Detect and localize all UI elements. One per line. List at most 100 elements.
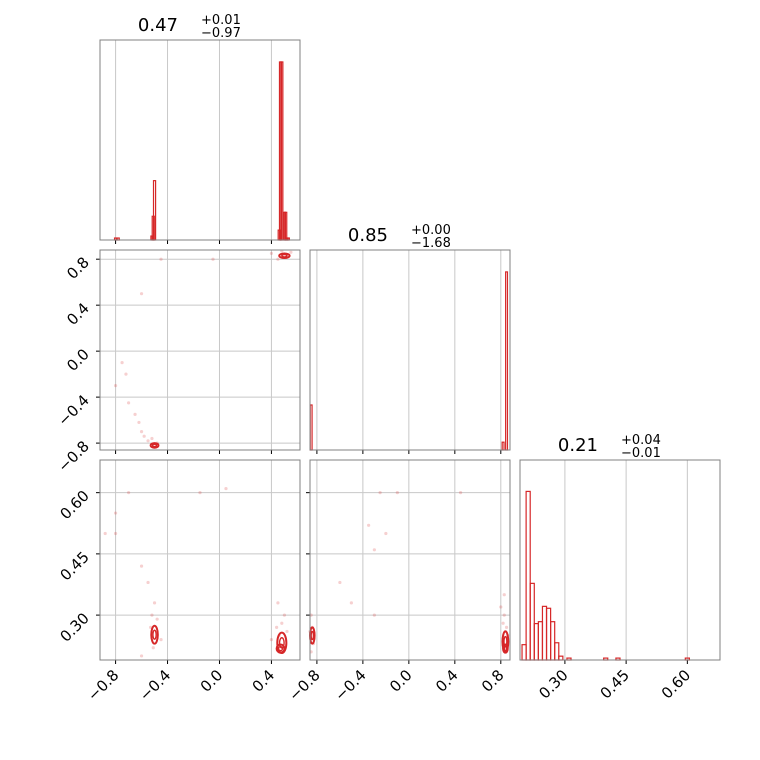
- scatter-point-2-5: [372, 548, 376, 552]
- scatter-point-1-11: [139, 654, 144, 658]
- title-param-0-minus: −0.97: [201, 26, 241, 41]
- diagonal-titles: 0.47 +0.01 −0.97 0.85 +0.00 −1.68 0.21 +…: [138, 13, 661, 461]
- scatter-point-0-7: [159, 257, 163, 261]
- x-tick-label-0-3: 0.4: [249, 666, 279, 696]
- scatter-point-2-4: [349, 601, 353, 605]
- scatter-point-0-10: [269, 251, 274, 256]
- y-tick-label-2-0: 0.30: [56, 609, 92, 645]
- contour-inner-4: [277, 645, 284, 652]
- x-tick-label-1-4: 0.8: [478, 666, 508, 696]
- hist-bar-2-3: [533, 622, 539, 661]
- y-tick-label-1-1: −0.4: [54, 391, 92, 429]
- hist-panel-0: [99, 39, 301, 241]
- scatter-point-1-10: [198, 491, 202, 495]
- hist-bar-2-2: [529, 582, 535, 661]
- hist-panel-1: [309, 249, 511, 451]
- hist-bar-2-9: [558, 655, 564, 661]
- contour-7: [502, 643, 509, 654]
- scatter-point-1-0: [113, 511, 118, 515]
- scatter-point-0-1: [124, 372, 128, 376]
- scatter-point-2-7: [367, 523, 371, 527]
- scatter-point-0-9: [139, 292, 144, 296]
- scatter-point-0-14: [150, 436, 154, 441]
- y-tick-label-2-2: 0.60: [56, 487, 92, 523]
- scatter-point-1-5: [152, 601, 157, 605]
- x-tick-label-2-2: 0.60: [658, 666, 694, 702]
- x-tick-label-2-1: 0.45: [597, 666, 633, 702]
- x-tick-label-1-2: 0.0: [386, 666, 416, 696]
- scatter-point-0-0: [126, 401, 131, 405]
- hist-bar-2-0: [521, 644, 527, 661]
- contour-inner-2: [152, 629, 157, 640]
- scatter-point-1-12: [103, 531, 107, 536]
- scatter-point-0-3: [133, 412, 137, 416]
- scatter-point-0-8: [211, 257, 215, 261]
- scatter-point-1-16: [282, 613, 287, 617]
- y-tick-label-2-1: 0.45: [56, 548, 92, 584]
- title-param-0-value: 0.47: [138, 15, 178, 36]
- y-tick-label-1-3: 0.4: [63, 299, 93, 329]
- hist-bar-2-6: [545, 607, 552, 661]
- scatter-point-1-4: [146, 580, 150, 585]
- scatter-point-2-17: [499, 605, 503, 609]
- title-param-0-plus: +0.01: [201, 13, 241, 28]
- scatter-point-1-21: [269, 637, 274, 642]
- scatter-panel-0-2: [99, 459, 301, 661]
- scatter-point-0-12: [289, 250, 293, 254]
- scatter-point-1-19: [275, 625, 279, 629]
- y-tick-label-1-2: 0.0: [63, 345, 93, 375]
- scatter-point-1-18: [285, 629, 289, 634]
- scatter-point-1-2: [113, 531, 118, 536]
- contour-inner-7: [503, 645, 508, 652]
- contour-inner-5: [310, 630, 315, 641]
- contour-inner-1: [281, 253, 288, 258]
- title-param-1-value: 0.85: [348, 225, 388, 246]
- scatter-point-1-13: [159, 637, 163, 642]
- y-tick-label-1-4: 0.8: [63, 253, 93, 283]
- hist-panel-2: [519, 459, 721, 661]
- scatter-point-2-9: [458, 491, 463, 495]
- title-param-2-value: 0.21: [558, 435, 598, 456]
- scatter-point-0-17: [137, 420, 141, 425]
- x-tick-label-1-0: −0.8: [285, 666, 323, 704]
- scatter-point-0-11: [276, 257, 280, 261]
- scatter-point-0-6: [113, 384, 118, 388]
- hist-bar-2-7: [550, 621, 556, 661]
- scatter-point-0-4: [139, 430, 144, 434]
- scatter-point-2-8: [378, 491, 382, 495]
- contour-inner-0: [151, 443, 158, 448]
- scatter-point-1-9: [224, 486, 228, 491]
- scatter-point-2-11: [372, 613, 376, 617]
- hist-bar-1-1: [501, 441, 505, 451]
- x-tick-label-1-1: −0.4: [331, 666, 369, 704]
- scatter-panel-1-2: [309, 459, 511, 661]
- title-param-1-minus: −1.68: [411, 236, 451, 251]
- scatter-point-0-2: [120, 361, 124, 365]
- hist-bar-1-2: [505, 271, 509, 451]
- contour-1: [278, 252, 291, 260]
- hist-bar-2-8: [554, 642, 560, 661]
- hist-bar-1-0: [309, 404, 313, 451]
- scatter-point-2-6: [384, 531, 388, 536]
- scatter-point-1-7: [155, 617, 159, 621]
- scatter-point-1-15: [276, 601, 280, 605]
- hist-bar-2-1: [525, 490, 531, 661]
- scatter-point-2-19: [502, 593, 506, 597]
- scatter-point-2-10: [395, 491, 399, 495]
- x-tick-label-0-1: −0.4: [136, 666, 174, 704]
- scatter-point-2-14: [504, 625, 509, 629]
- title-param-2-plus: +0.04: [621, 433, 661, 448]
- scatter-point-1-17: [280, 621, 284, 625]
- scatter-panel-0-1: [99, 249, 301, 451]
- contour-2: [150, 624, 159, 645]
- scatter-point-1-3: [139, 564, 144, 568]
- scatter-point-1-14: [151, 646, 155, 650]
- title-param-2-minus: −0.01: [621, 446, 661, 461]
- scatter-point-2-3: [338, 580, 342, 585]
- scatter-point-1-1: [126, 491, 131, 495]
- x-tick-label-0-0: −0.8: [84, 666, 122, 704]
- scatter-point-0-5: [146, 439, 150, 443]
- scatter-point-2-13: [501, 621, 505, 625]
- contour-4: [275, 643, 286, 654]
